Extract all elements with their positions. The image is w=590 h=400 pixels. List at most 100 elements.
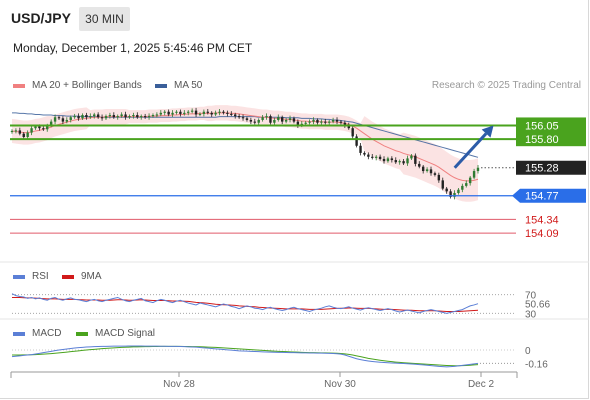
- candle-body: [143, 116, 147, 118]
- candle-body: [226, 112, 229, 114]
- resistance-label: 155.80: [525, 134, 559, 146]
- candle-body: [194, 110, 198, 115]
- legend-macd-signal-label: MACD Signal: [95, 328, 156, 339]
- candle-body: [382, 158, 386, 162]
- x-axis: Nov 28 Nov 30 Dec 2: [10, 371, 518, 390]
- candle-body: [61, 118, 65, 122]
- candle-body: [421, 166, 425, 172]
- candle-body: [445, 188, 448, 192]
- resistance-label: 156.05: [525, 120, 559, 132]
- candle-body: [230, 113, 233, 115]
- symbol-title: USD/JPY: [11, 10, 71, 26]
- candle-body: [414, 155, 417, 164]
- candle-body: [257, 119, 260, 123]
- candle-body: [465, 183, 468, 186]
- candle-body: [351, 128, 354, 137]
- candle-body: [187, 111, 190, 113]
- macd-signal-line: [12, 345, 479, 367]
- candle-body: [304, 122, 307, 124]
- candle-body: [10, 130, 14, 133]
- legend-ma50-swatch: [155, 83, 167, 88]
- candle-body: [406, 158, 409, 164]
- legend-rsi-ma-label: 9MA: [81, 271, 102, 282]
- candle-body: [273, 119, 276, 123]
- macd-current-value: -0.16: [525, 359, 548, 370]
- candle-body: [22, 133, 25, 137]
- candle-body: [57, 117, 61, 119]
- candle-body: [53, 117, 57, 122]
- candle-body: [171, 112, 174, 115]
- legend-rsi-swatch: [13, 274, 25, 279]
- candle-body: [398, 161, 401, 163]
- forecast-arrow-head: [481, 125, 494, 138]
- candle-body: [183, 112, 186, 114]
- candle-body: [65, 119, 69, 122]
- legend-ma20-label: MA 20 + Bollinger Bands: [32, 80, 142, 91]
- candle-body: [38, 126, 41, 129]
- current-price-label: 155.28: [525, 163, 559, 175]
- candle-body: [218, 111, 221, 113]
- candle-body: [429, 169, 433, 174]
- candle-body: [89, 116, 92, 118]
- support-label-bg: [512, 188, 586, 203]
- attribution-label: Research © 2025 Trading Central: [431, 80, 581, 91]
- candle-body: [437, 174, 441, 181]
- rsi-reference-label: 70: [525, 291, 537, 302]
- legend-macd-label: MACD: [32, 328, 62, 339]
- candle-body: [241, 117, 245, 119]
- candle-body: [296, 121, 300, 126]
- legend-rsi: RSI: [13, 271, 49, 282]
- forecast-arrow: [453, 125, 494, 169]
- candle-body: [81, 115, 84, 119]
- ma20-line: [11, 112, 479, 182]
- legend-ma20: MA 20 + Bollinger Bands: [13, 80, 142, 91]
- candle-body: [402, 161, 405, 164]
- timeframe-badge[interactable]: 30 MIN: [79, 7, 130, 31]
- rsi-ma-line: [12, 296, 479, 312]
- candle-body: [198, 113, 202, 115]
- candle-body: [253, 121, 256, 123]
- legend-rsi-ma: 9MA: [62, 271, 102, 282]
- candle-body: [363, 152, 366, 155]
- candle-body: [269, 116, 272, 123]
- candle-body: [316, 119, 319, 123]
- candle-body: [210, 112, 213, 115]
- candle-body: [472, 171, 476, 178]
- candle-body: [34, 126, 37, 129]
- candle-body: [234, 114, 237, 117]
- candle-body: [132, 115, 135, 117]
- candle-body: [112, 115, 116, 118]
- candle-body: [265, 116, 268, 118]
- candle-body: [386, 158, 390, 162]
- candle-body: [69, 117, 72, 120]
- candle-body: [237, 116, 241, 118]
- candle-body: [42, 128, 45, 130]
- candle-body: [378, 156, 382, 159]
- candle-body: [339, 121, 343, 123]
- macd-zero-label: 0: [525, 346, 531, 357]
- candle-body: [343, 122, 347, 126]
- candle-body: [167, 111, 170, 115]
- datetime-label: Monday, December 1, 2025 5:45:46 PM CET: [13, 41, 253, 55]
- candle-body: [261, 117, 264, 120]
- x-tick-label: Dec 2: [468, 379, 495, 390]
- candle-body: [418, 163, 421, 167]
- candle-body: [374, 156, 378, 158]
- candle-body: [49, 121, 53, 126]
- legend-macd: MACD: [13, 328, 61, 339]
- candle-body: [453, 193, 456, 197]
- candle-body: [327, 121, 331, 123]
- candle-body: [14, 130, 18, 132]
- candle-body: [140, 116, 143, 118]
- support-label: 154.77: [525, 191, 559, 203]
- bollinger-band-area: [12, 105, 478, 202]
- macd-panel: 0 -0.16: [11, 345, 548, 370]
- macd-line: [11, 345, 479, 368]
- rsi-current-value: 50.66: [525, 300, 550, 311]
- candle-body: [100, 117, 104, 119]
- candle-body: [449, 191, 452, 197]
- legend-macd-signal: MACD Signal: [76, 328, 155, 339]
- legend-macd-signal-swatch: [76, 331, 88, 336]
